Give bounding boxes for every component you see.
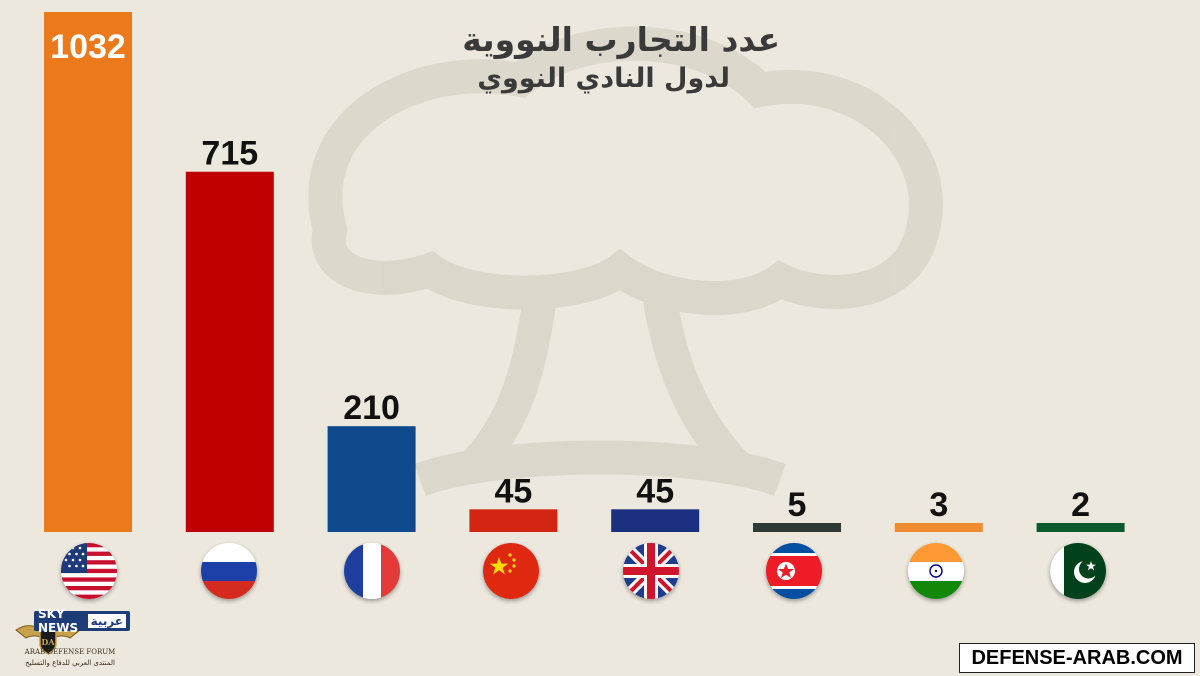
watermark: DEFENSE-ARAB.COM [959,643,1195,673]
bar-india [894,523,983,532]
china-flag-icon [483,543,539,599]
sky-news-text: SKY NEWS [38,607,79,635]
bar-united-kingdom [611,509,700,532]
forum-name-en: ARAB DEFENSE FORUM [24,648,116,656]
india-flag-icon [908,543,964,599]
bar-russia [185,171,274,532]
value-label-china: 45 [494,472,532,510]
bar-pakistan [1036,523,1125,532]
usa-flag-icon [61,543,117,599]
value-label-russia: 715 [201,135,258,173]
bar-france [327,426,416,532]
north-korea-flag-icon [766,543,822,599]
bar-north-korea [753,523,841,532]
bar-china [469,509,558,532]
value-label-india: 3 [929,486,948,524]
value-label-france: 210 [343,389,400,427]
russia-flag-icon [201,543,257,599]
bar-united-states [44,12,132,532]
sky-news-arabic-text: عربية [87,614,126,628]
france-flag-icon [344,543,400,599]
value-label-united-states: 1032 [50,28,126,66]
title-block: عدد التجارب النووية لدول النادي النووي [360,18,780,96]
sky-news-arabia-logo: SKY NEWS عربية [34,607,130,635]
pakistan-flag-icon [1050,543,1106,599]
chart-subtitle: لدول النادي النووي [477,63,730,94]
uk-flag-icon [623,543,679,599]
chart-title: عدد التجارب النووية [462,20,780,59]
forum-name-ar: المنتدى العربي للدفاع والتسليح [25,659,115,667]
value-label-united-kingdom: 45 [636,472,674,510]
value-label-north-korea: 5 [788,486,807,524]
svg-text:DA: DA [41,637,55,647]
value-label-pakistan: 2 [1071,486,1090,524]
